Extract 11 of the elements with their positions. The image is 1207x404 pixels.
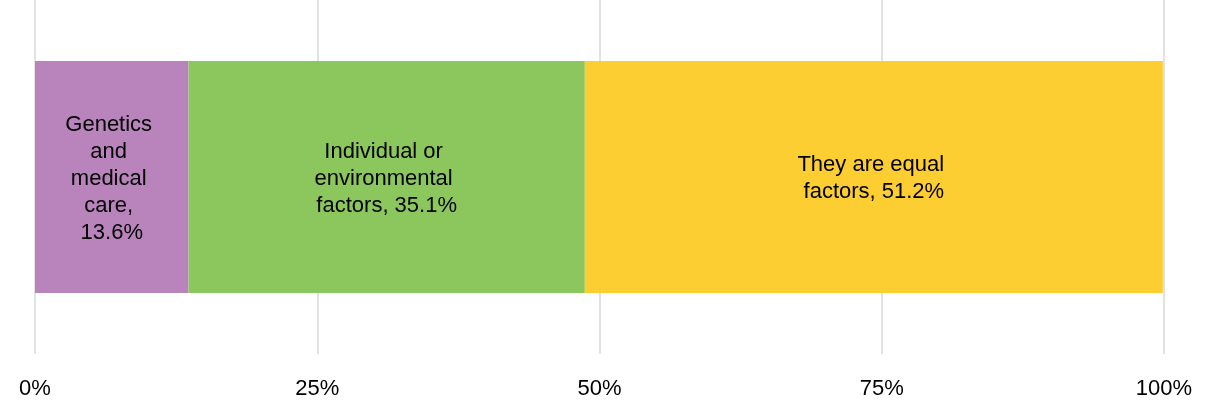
x-tick-label: 25% — [295, 374, 340, 400]
data-label: They are equal factors, 51.2% — [797, 151, 951, 203]
bar — [188, 61, 585, 293]
x-tick-label: 100% — [1135, 374, 1193, 400]
data-label: Genetics and medical care, 13.6% — [65, 110, 159, 244]
x-tick-label: 50% — [577, 374, 622, 400]
bar — [584, 61, 1163, 293]
data-label: Individual or environmental factors, 35.1% — [314, 137, 459, 217]
x-tick-label: 0% — [19, 374, 51, 400]
bar — [35, 61, 189, 293]
x-tick-label: 75% — [859, 374, 904, 400]
